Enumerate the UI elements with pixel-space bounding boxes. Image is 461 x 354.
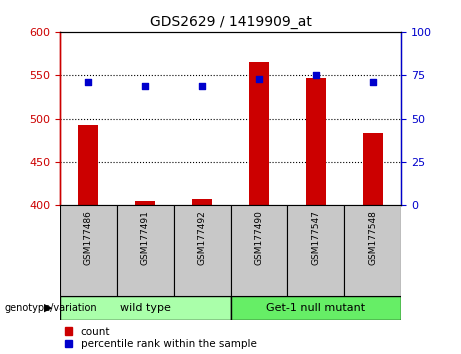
Text: genotype/variation: genotype/variation (5, 303, 97, 313)
Text: GSM177547: GSM177547 (311, 210, 320, 265)
Text: GSM177491: GSM177491 (141, 210, 150, 265)
Bar (78, 125, 98, 205)
Bar (306, 78, 326, 205)
Point (255, 76, 263, 81)
Bar (174, 205, 230, 296)
Bar (230, 205, 287, 296)
Point (85, 79, 92, 85)
Text: wild type: wild type (120, 303, 171, 313)
Legend: count, percentile rank within the sample: count, percentile rank within the sample (65, 327, 257, 349)
Bar (60, 296, 230, 320)
Text: GSM177492: GSM177492 (198, 210, 207, 264)
Text: GSM177486: GSM177486 (84, 210, 93, 265)
Point (369, 79, 376, 85)
Bar (344, 205, 401, 296)
Bar (117, 205, 174, 296)
Bar (363, 133, 383, 205)
Point (142, 83, 149, 88)
Text: Get-1 null mutant: Get-1 null mutant (266, 303, 366, 313)
Bar (60, 205, 117, 296)
Bar (135, 201, 155, 205)
Bar (287, 205, 344, 296)
Point (312, 72, 319, 78)
Title: GDS2629 / 1419909_at: GDS2629 / 1419909_at (149, 16, 312, 29)
Text: GSM177548: GSM177548 (368, 210, 377, 265)
Bar (192, 199, 212, 205)
Bar (249, 62, 269, 205)
Text: ▶: ▶ (44, 303, 53, 313)
Point (198, 83, 206, 88)
Bar (230, 296, 401, 320)
Text: GSM177490: GSM177490 (254, 210, 263, 265)
